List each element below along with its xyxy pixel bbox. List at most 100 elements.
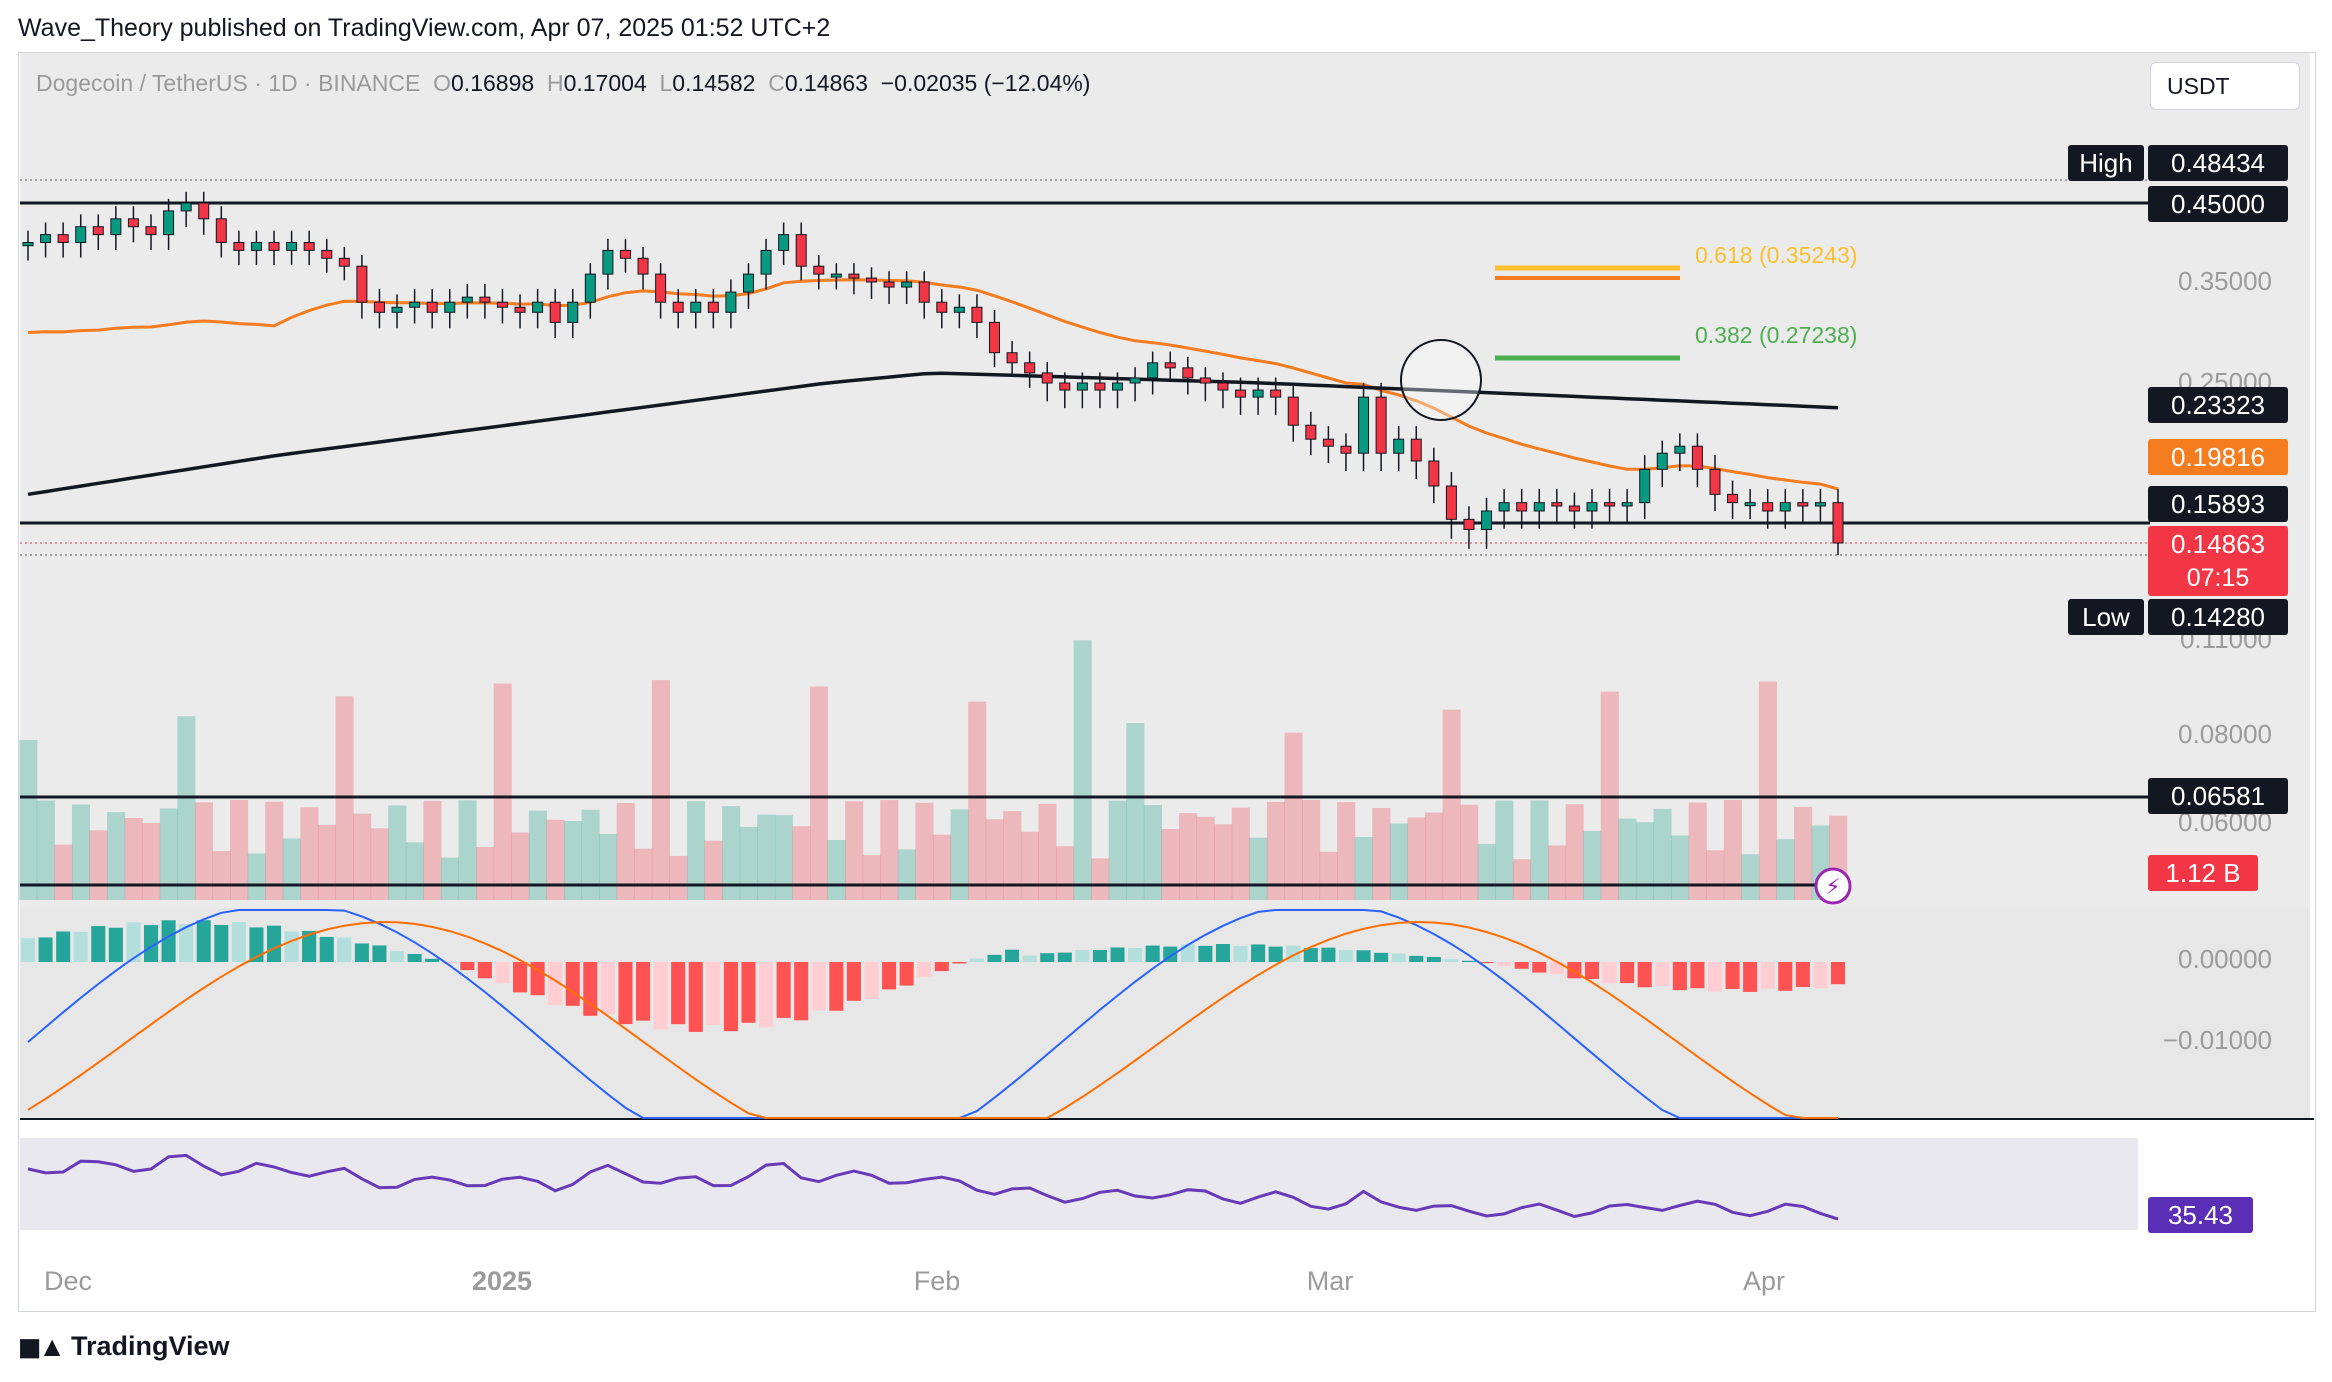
macd-histogram-bar [1672,962,1687,991]
volume-bar [686,801,706,900]
macd-histogram-bar [1637,962,1652,988]
candle-body [250,242,262,251]
candle-body [1551,502,1563,507]
macd-histogram-bar [1760,962,1775,989]
macd-histogram-bar [460,962,475,971]
macd-histogram-bar [1830,962,1846,985]
volume-bar [1758,681,1777,900]
candle-body [180,202,192,212]
candle-body [901,281,913,288]
macd-histogram-bar [266,925,282,962]
candle-body [936,301,948,313]
volume-bar [1723,800,1742,900]
tradingview-logo-icon: ◼▲ [18,1331,66,1362]
macd-histogram-bar [741,962,756,1023]
macd-histogram-bar [1198,945,1213,962]
volume-bar [1038,803,1057,900]
candle-body [1358,396,1370,454]
price-marker-box [2148,855,2258,891]
candle-body [1287,396,1299,426]
macd-histogram-bar [952,962,967,964]
macd-histogram-bar [56,931,71,962]
price-marker-box [2148,486,2288,522]
lightning-glyph: ⚡ [1825,875,1840,900]
y-tick-label: 0.08000 [2178,719,2272,749]
macd-histogram-bar [1514,962,1529,969]
tradingview-logo[interactable]: ◼▲ TradingView [18,1330,230,1363]
volume-bar [581,809,600,900]
macd-histogram-bar [1128,947,1143,962]
volume-bar [1266,801,1285,900]
high-label: H [546,70,564,96]
volume-bar [1618,818,1637,900]
candle-body [1709,468,1721,495]
candle-body [1428,460,1440,487]
macd-histogram-bar [846,962,861,1001]
open-label: O [433,70,452,96]
macd-histogram-bar [1497,962,1512,967]
volume-bar [1583,831,1602,900]
volume-bar [1073,640,1092,900]
volume-bar [915,802,934,900]
candle-body [830,273,842,278]
macd-histogram-bar [1813,962,1828,989]
candle-body [1586,502,1598,512]
macd-histogram-bar [1251,944,1266,962]
candle-body [444,301,456,313]
candle-body [1604,502,1616,507]
candle-body [883,281,895,288]
candle-body [57,234,69,244]
candle-body [286,242,298,251]
candle-body [1059,382,1071,391]
candle-body [619,249,631,259]
price-marker-box [2148,186,2288,222]
candle-body [1340,445,1352,454]
volume-bar [405,842,424,900]
candle-body [672,301,684,313]
symbol-name: Dogecoin / TetherUS · 1D · BINANCE [36,70,421,96]
candle-body [1410,438,1422,462]
change-value: −0.02035 (−12.04%) [880,70,1091,96]
candle-body [1445,485,1457,520]
volume-bar [809,686,829,900]
macd-histogram-bar [73,931,88,962]
price-pane-background [20,53,2310,908]
x-tick-label: Feb [914,1266,961,1296]
macd-histogram-bar [811,962,826,1011]
volume-bar [651,680,670,900]
volume-bar [1548,845,1567,900]
volume-bar [528,810,547,900]
candle-body [338,257,350,267]
volume-bar [36,800,55,900]
volume-bar [634,848,653,900]
candle-body [1621,502,1633,507]
candle-body [725,291,737,313]
macd-histogram-bar [1303,948,1318,962]
candle-body [110,218,122,236]
volume-bar [423,800,442,900]
currency-selector[interactable]: USDT [2150,62,2300,110]
volume-bar [1337,802,1356,900]
candle-body [40,234,52,244]
volume-bar [493,683,512,900]
volume-bar [388,805,407,900]
price-marker-value: 0.23323 [2171,390,2265,420]
price-marker-box [2148,145,2288,181]
macd-histogram-bar [372,945,387,962]
volume-bar [353,813,372,900]
volume-bar [159,808,178,900]
candle-body [426,301,438,313]
macd-histogram-bar [231,922,246,962]
macd-histogram-bar [882,962,897,990]
volume-bar [1284,732,1303,900]
macd-histogram-bar [548,962,563,1006]
macd-histogram-bar [776,962,791,1018]
price-marker-box [2148,778,2288,814]
volume-bar [476,847,495,900]
volume-bar [247,853,266,900]
price-marker-value: 0.45000 [2171,189,2265,219]
volume-bar [616,803,635,900]
macd-histogram-bar [1268,946,1283,962]
macd-pane-background [20,908,2310,1118]
